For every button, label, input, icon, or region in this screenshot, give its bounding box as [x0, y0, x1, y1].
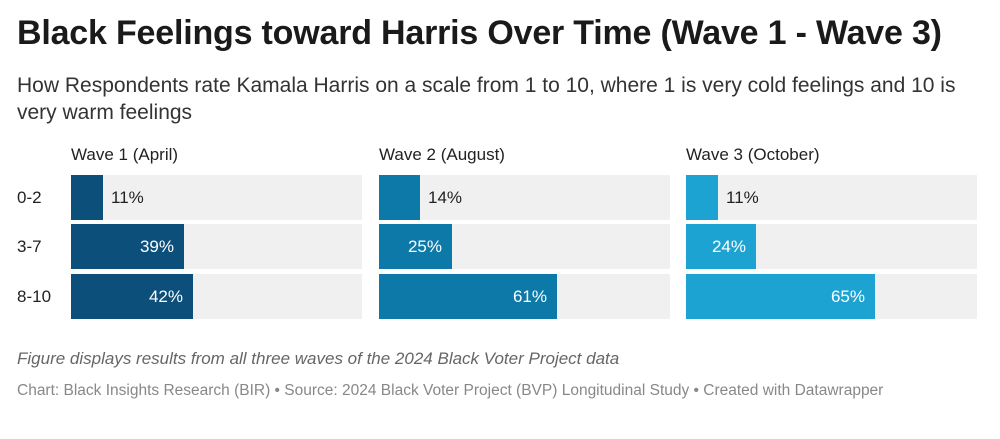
panel-title: Wave 1 (April) — [71, 145, 179, 164]
bar-track: 65% — [686, 274, 977, 319]
bar-track: 11% — [686, 175, 977, 220]
row-label: 3-7 — [17, 237, 42, 256]
bar-track: 39% — [71, 224, 362, 269]
bar-track: 61% — [379, 274, 670, 319]
bar-track: 14% — [379, 175, 670, 220]
bar-track: 24% — [686, 224, 977, 269]
bar — [71, 274, 193, 319]
bar-value-label: 65% — [830, 287, 865, 306]
bar-value-label: 11% — [726, 188, 759, 207]
row-label: 0-2 — [17, 188, 42, 207]
bar — [71, 175, 103, 220]
chart-footer: Chart: Black Insights Research (BIR) • S… — [17, 382, 884, 399]
panel-title: Wave 3 (October) — [686, 145, 820, 164]
bar-value-label: 25% — [407, 237, 442, 256]
row-label: 8-10 — [17, 287, 52, 306]
bar-value-label: 24% — [711, 237, 746, 256]
chart-note: Figure displays results from all three w… — [17, 349, 620, 368]
chart-title: Black Feelings toward Harris Over Time (… — [17, 14, 942, 52]
bar-value-label: 42% — [148, 287, 183, 306]
chart-subtitle: How Respondents rate Kamala Harris on a … — [17, 74, 956, 124]
bar-track: 42% — [71, 274, 362, 319]
bar — [686, 224, 756, 269]
bar — [379, 175, 420, 220]
panel-title: Wave 2 (August) — [379, 145, 505, 164]
bar-value-label: 11% — [111, 188, 144, 207]
bar — [379, 224, 452, 269]
bar — [686, 274, 875, 319]
bar-value-label: 14% — [428, 188, 463, 207]
bar — [686, 175, 718, 220]
bar-track: 25% — [379, 224, 670, 269]
bar-track: 11% — [71, 175, 362, 220]
bar — [71, 224, 184, 269]
bar — [379, 274, 557, 319]
bar-value-label: 61% — [512, 287, 547, 306]
bar-value-label: 39% — [139, 237, 174, 256]
